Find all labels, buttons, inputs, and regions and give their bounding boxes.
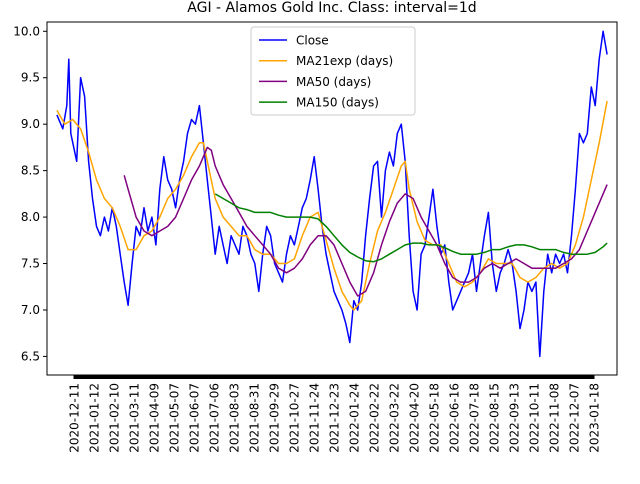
y-tick-label-1: 7.0 xyxy=(21,303,40,317)
x-tick-label-17: 2022-04-20 xyxy=(408,383,422,453)
y-tick-label-5: 9.0 xyxy=(21,117,40,131)
y-tick-label-6: 9.5 xyxy=(21,71,40,85)
legend: Close MA21exp (days) MA50 (days) MA150 (day… xyxy=(250,26,416,116)
legend-box xyxy=(250,26,416,116)
x-tick-label-23: 2022-10-11 xyxy=(528,383,542,453)
series-line-3 xyxy=(214,193,608,263)
x-tick-label-0: 2020-12-11 xyxy=(68,383,82,453)
x-tick-label-3: 2021-03-11 xyxy=(128,383,142,453)
x-tick-label-4: 2021-04-09 xyxy=(148,383,162,453)
x-tick-label-14: 2022-01-24 xyxy=(348,383,362,453)
series-line-0 xyxy=(56,30,608,358)
chart-title: AGI - Alamos Gold Inc. Class: interval=1… xyxy=(187,0,476,16)
x-tick-label-25: 2022-12-07 xyxy=(568,383,582,453)
x-tick-label-8: 2021-08-03 xyxy=(228,383,242,453)
x-tick-label-20: 2022-07-18 xyxy=(468,383,482,453)
x-minor-ticks xyxy=(73,375,595,379)
x-axis: 2020-12-11 2021-01-12 2021-02-10 2021-03-11… xyxy=(68,375,602,453)
plot-layer xyxy=(56,30,608,358)
legend-label-0: Close xyxy=(296,34,329,48)
y-tick-label-7: 10.0 xyxy=(13,24,40,38)
legend-label-2: MA50 (days) xyxy=(296,75,371,89)
y-tick-label-0: 6.5 xyxy=(21,349,40,363)
series-line-2 xyxy=(123,146,608,297)
y-tick-label-3: 8.0 xyxy=(21,210,40,224)
x-tick-label-21: 2022-08-15 xyxy=(488,383,502,453)
y-tick-label-4: 8.5 xyxy=(21,164,40,178)
x-tick-label-26: 2023-01-18 xyxy=(588,383,602,453)
x-tick-label-11: 2021-10-27 xyxy=(288,383,302,453)
legend-label-1: MA21exp (days) xyxy=(296,54,393,68)
x-tick-label-19: 2022-06-16 xyxy=(448,383,462,453)
x-tick-label-7: 2021-07-06 xyxy=(208,383,222,453)
x-tick-label-9: 2021-08-31 xyxy=(248,383,262,453)
x-tick-label-1: 2021-01-12 xyxy=(88,383,102,453)
x-tick-label-2: 2021-02-10 xyxy=(108,383,122,453)
series-line-1 xyxy=(56,100,608,311)
x-tick-label-6: 2021-06-07 xyxy=(188,383,202,453)
x-tick-label-10: 2021-09-29 xyxy=(268,383,282,453)
legend-label-3: MA150 (days) xyxy=(296,96,379,110)
x-tick-label-5: 2021-05-07 xyxy=(168,383,182,453)
x-tick-label-22: 2022-09-13 xyxy=(508,383,522,453)
x-tick-label-12: 2021-11-24 xyxy=(308,383,322,453)
x-tick-label-15: 2022-02-22 xyxy=(368,383,382,453)
x-tick-label-18: 2022-05-18 xyxy=(428,383,442,453)
y-tick-label-2: 7.5 xyxy=(21,257,40,271)
x-tick-label-13: 2021-12-23 xyxy=(328,383,342,453)
x-tick-label-16: 2022-03-22 xyxy=(388,383,402,453)
y-axis: 6.5 7.0 7.5 8.0 8.5 9.0 9.5 10.0 xyxy=(13,24,47,363)
x-tick-label-24: 2022-11-08 xyxy=(548,383,562,453)
